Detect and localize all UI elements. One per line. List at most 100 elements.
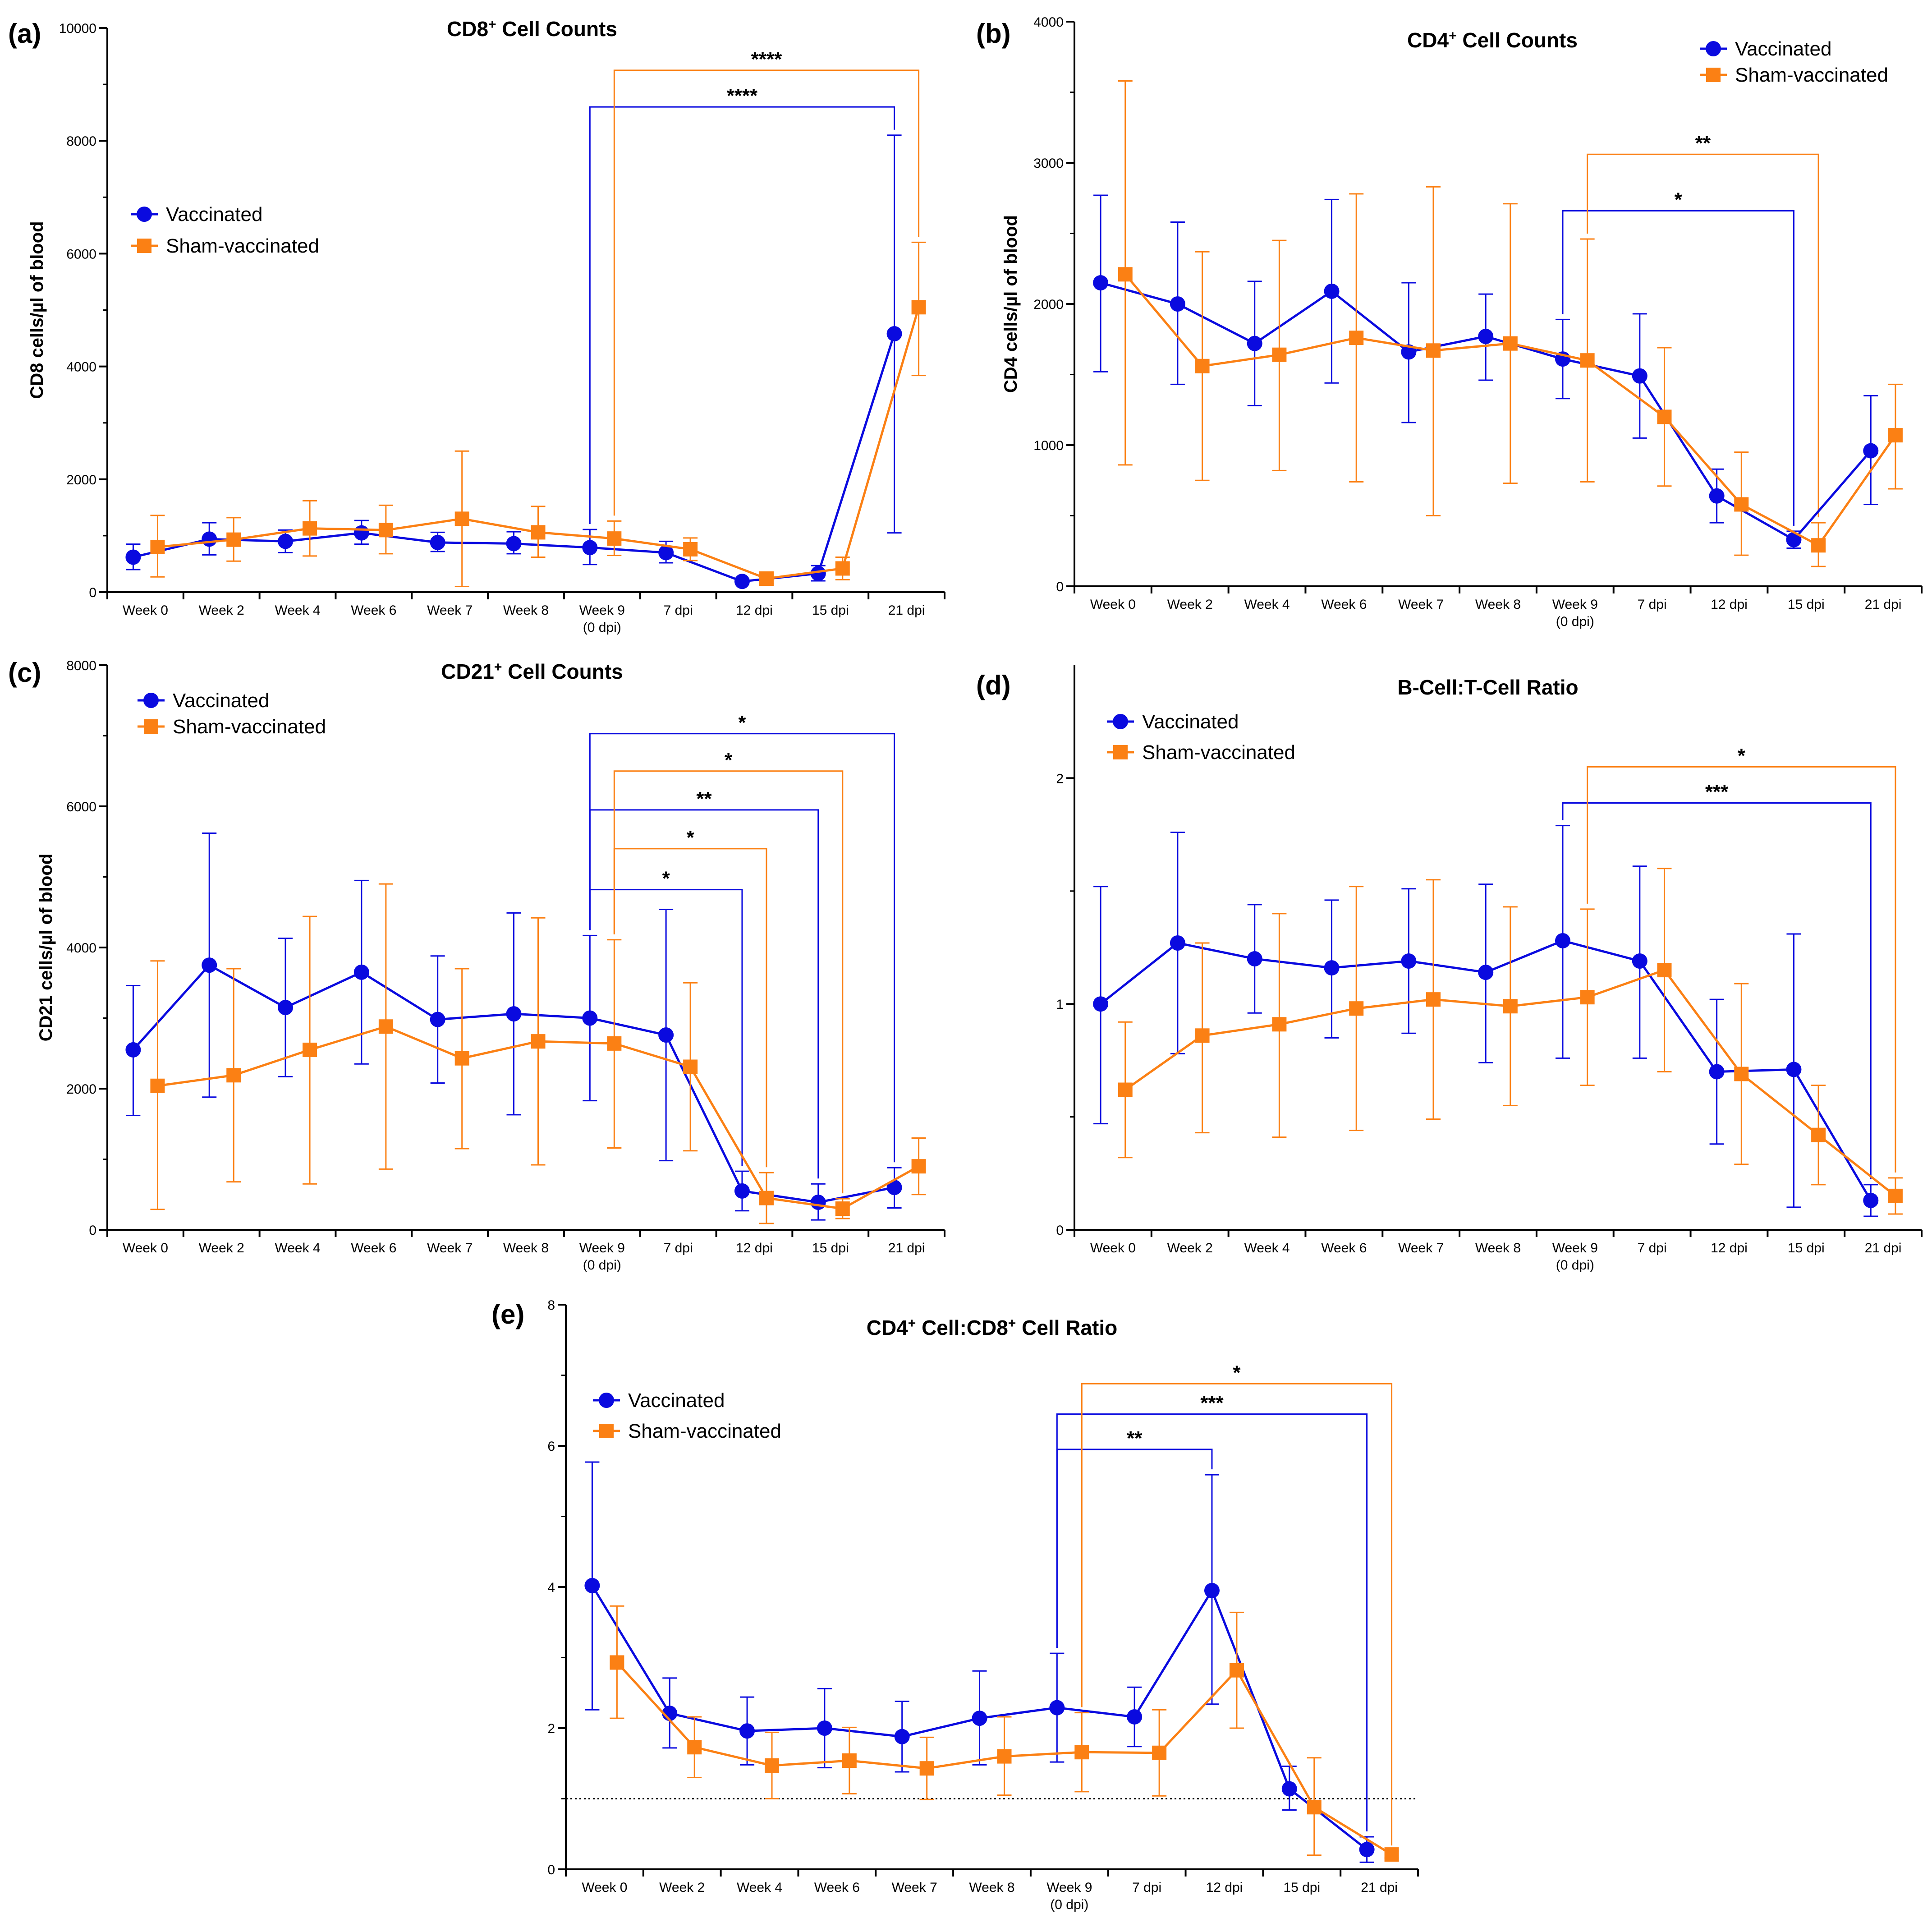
series-vaccinated [1093,825,1879,1217]
data-point [1632,953,1647,969]
data-point [835,561,850,576]
y-tick-label: 0 [1056,1223,1064,1238]
data-point [919,1761,934,1776]
legend-label: Vaccinated [166,203,262,225]
x-tick-label: Week 6 [1321,597,1367,612]
x-tick-label: Week 0 [123,1241,168,1256]
x-tick-label: Week 0 [1090,597,1136,612]
chart-title: CD21+ Cell Counts [441,660,623,683]
data-point [1709,1064,1725,1080]
data-point [1118,1082,1133,1097]
legend-marker [143,693,159,708]
x-tick-label: Week 6 [814,1880,860,1895]
significance-label: * [687,827,695,849]
data-point [1195,1028,1210,1043]
data-point [1478,328,1494,344]
x-tick-label: 7 dpi [664,1241,693,1256]
legend: Vaccinated Sham-vaccinated [138,690,326,738]
data-point [202,531,217,547]
data-point [531,525,546,540]
data-point [1118,267,1133,282]
x-tick-sublabel: (0 dpi) [583,1258,621,1273]
x-tick-label: Week 6 [351,603,396,618]
panel-label: (b) [976,18,1011,49]
significance-bracket [1587,153,1819,518]
data-point [1503,999,1518,1014]
data-point [303,1042,317,1057]
data-point [687,1740,702,1755]
significance-label: **** [727,85,758,107]
data-point [125,549,141,565]
data-point [972,1711,987,1726]
legend-marker [1113,714,1128,729]
x-tick-label: 12 dpi [1711,597,1748,612]
chart-panel-c: (c) CD21+ Cell Counts CD21 cells/µl of blo… [8,658,945,1273]
x-tick-label: Week 6 [1321,1241,1367,1256]
x-tick-label: Week 8 [1475,1241,1521,1256]
significance-bracket [1562,802,1872,1179]
data-point [911,300,926,315]
y-tick-label: 1 [1056,997,1064,1012]
x-tick-label: Week 2 [1167,597,1213,612]
data-point [278,1000,294,1016]
data-point [1093,996,1109,1012]
data-point [506,1006,522,1022]
significance-label: ** [1127,1427,1143,1449]
legend-marker [137,207,152,222]
y-tick-label: 2 [1056,771,1064,786]
x-tick-label: 7 dpi [1638,597,1667,612]
data-point [1426,992,1441,1007]
data-point [430,1012,445,1027]
significance-bracket [1562,210,1794,526]
panel-label: (d) [976,670,1011,700]
y-tick-label: 10000 [59,21,96,36]
data-point [582,540,598,556]
x-tick-sublabel: (0 dpi) [583,620,621,635]
x-tick-label: Week 7 [427,1241,473,1256]
x-tick-label: Week 2 [1167,1241,1213,1256]
legend-label: Vaccinated [173,690,269,712]
data-point [1401,953,1417,969]
significance-label: * [738,712,746,734]
chart-title: CD4+ Cell:CD8+ Cell Ratio [867,1316,1118,1339]
data-point [1359,1842,1375,1858]
significance-label: * [1675,189,1683,211]
x-tick-label: 12 dpi [1206,1880,1243,1895]
x-tick-label: 7 dpi [664,603,693,618]
significance-bracket [1081,1383,1393,1846]
x-tick-label: Week 9 [1552,597,1598,612]
data-point [1734,1067,1749,1081]
significance-bracket [613,770,844,1194]
y-tick-label: 6000 [66,800,96,814]
significance-label: * [1233,1361,1241,1384]
data-point [584,1578,600,1593]
x-tick-label: Week 2 [199,603,244,618]
data-point [842,1753,857,1768]
data-point [683,1059,698,1074]
data-point [607,1036,622,1051]
data-point [531,1034,546,1049]
data-point [1811,1127,1826,1142]
data-point [1307,1800,1322,1815]
data-point [1888,1188,1903,1203]
data-point [1709,488,1725,504]
chart-title: CD4+ Cell Counts [1407,28,1578,52]
data-point [1324,283,1340,299]
data-point [759,1191,774,1205]
chart-title: CD8+ Cell Counts [447,17,617,41]
x-tick-label: Week 9 [579,603,625,618]
data-point [1426,343,1441,358]
data-point [1195,359,1210,373]
y-tick-label: 2000 [66,473,96,488]
legend-marker [1706,68,1721,82]
x-tick-label: 21 dpi [1865,1241,1902,1256]
x-tick-label: 21 dpi [1865,597,1902,612]
data-point [817,1720,832,1736]
data-point [1888,428,1903,443]
x-tick-label: 15 dpi [1283,1880,1320,1895]
legend: Vaccinated Sham-vaccinated [1107,711,1295,764]
x-tick-label: Week 7 [892,1880,937,1895]
x-tick-label: 21 dpi [888,603,925,618]
x-tick-label: Week 0 [123,603,168,618]
y-axis-title: CD8 cells/µl of blood [27,221,47,399]
